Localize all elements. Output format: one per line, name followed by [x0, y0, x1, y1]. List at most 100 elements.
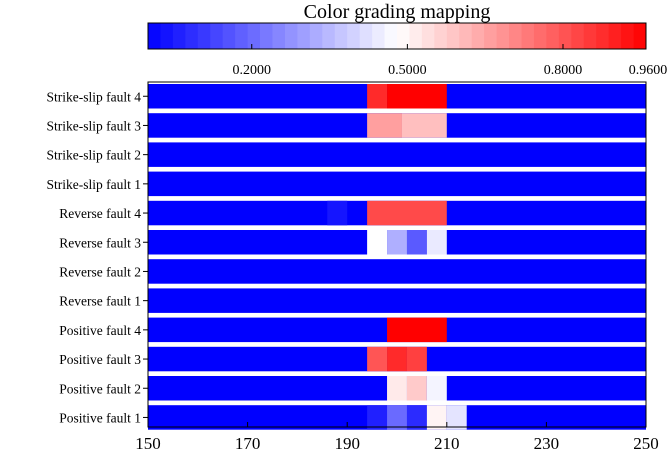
colorbar-cell [309, 23, 323, 49]
row-label: Positive fault 3 [59, 352, 141, 367]
plot-frame [147, 81, 647, 428]
heatmap-cell [446, 405, 467, 430]
row-label: Positive fault 1 [59, 410, 141, 425]
heatmap-cell [387, 376, 407, 401]
row-label: Positive fault 4 [59, 323, 141, 338]
heatmap-row [148, 317, 646, 343]
row-labels: Strike-slip fault 4 Strike-slip fault 3 St… [47, 89, 148, 425]
heatmap-cell [401, 113, 447, 138]
colorbar-cell [172, 23, 186, 49]
heatmap-cell [426, 405, 447, 430]
colorbar-cell [322, 23, 336, 49]
heatmap-row [148, 230, 646, 255]
row-label: Reverse fault 2 [59, 264, 141, 279]
colorbar-cell [272, 23, 286, 49]
x-tick-label: 250 [633, 434, 659, 453]
heatmap-cell [387, 346, 407, 372]
heatmap-row [148, 288, 646, 313]
heatmap-cell [406, 230, 427, 255]
colorbar-cell [210, 23, 224, 49]
heatmap-cell [367, 200, 447, 226]
colorbar-cell [546, 23, 560, 49]
colorbar-cell [484, 23, 497, 49]
heatmap-cell [426, 376, 447, 401]
heatmap-row-base [148, 171, 646, 197]
heatmap-cell [327, 200, 348, 226]
heatmap-cell [387, 405, 407, 430]
colorbar-cell [558, 23, 572, 49]
colorbar-cell [222, 23, 236, 49]
colorbar-cell [409, 23, 423, 49]
x-tick-label: 190 [334, 434, 360, 453]
colorbar-cell [260, 23, 273, 49]
heatmap-cell [367, 113, 402, 138]
heatmap-cell [367, 84, 388, 109]
colorbar-tick-label: 0.5000 [388, 63, 427, 78]
colorbar-tick-label: 0.2000 [233, 63, 272, 78]
colorbar-cell [496, 23, 510, 49]
heatmap-cell [367, 405, 388, 430]
colorbar-cell [596, 23, 610, 49]
x-tick-label: 230 [534, 434, 560, 453]
row-label: Reverse fault 1 [59, 294, 141, 309]
colorbar-cell [421, 23, 435, 49]
colorbar-cell [160, 23, 174, 49]
colorbar-cell [197, 23, 211, 49]
row-label: Reverse fault 4 [59, 206, 141, 221]
heatmap-cell [367, 346, 388, 372]
colorbar-cell [583, 23, 597, 49]
heatmap-row-base [148, 142, 646, 167]
colorbar-cell [533, 23, 547, 49]
heatmap-cell [406, 346, 427, 372]
heatmap-row [148, 376, 646, 401]
colorbar-cell [521, 23, 535, 49]
colorbar-cell [571, 23, 585, 49]
heatmap-cell [406, 376, 427, 401]
colorbar-cell [372, 23, 385, 49]
heatmap-row [148, 113, 646, 138]
heatmap-rows [148, 84, 646, 430]
row-label: Positive fault 2 [59, 381, 141, 396]
colorbar-cell [247, 23, 261, 49]
x-axis: 150 170 190 210 230 250 [135, 422, 659, 453]
heatmap-cell [406, 405, 427, 430]
heatmap-row-base [148, 288, 646, 313]
x-tick-label: 210 [434, 434, 460, 453]
row-label: Strike-slip fault 3 [47, 118, 142, 133]
heatmap-row [148, 405, 646, 430]
row-label: Strike-slip fault 4 [47, 89, 142, 104]
heatmap-cell [387, 84, 447, 109]
colorbar-cells [148, 23, 647, 49]
colorbar-tick-label: 0.8000 [544, 63, 583, 78]
heatmap-cell [426, 230, 447, 255]
heatmap-row [148, 200, 646, 226]
colorbar-cell [347, 23, 361, 49]
row-label: Reverse fault 3 [59, 235, 141, 250]
colorbar-cell [384, 23, 398, 49]
colorbar-cell [297, 23, 311, 49]
colorbar-cell [459, 23, 473, 49]
heatmap-cell [387, 317, 447, 343]
colorbar-tick-label: 0.9600 [629, 63, 668, 78]
x-tick-label: 150 [135, 434, 161, 453]
heatmap-row [148, 84, 646, 109]
heatmap-cell [367, 230, 388, 255]
colorbar-cell [446, 23, 460, 49]
heatmap-row [148, 346, 646, 372]
heatmap-row [148, 171, 646, 197]
colorbar-frame [147, 22, 647, 50]
colorbar-cell [608, 23, 622, 49]
colorbar-cell [235, 23, 248, 49]
row-label: Strike-slip fault 1 [47, 177, 142, 192]
x-tick-label: 170 [235, 434, 261, 453]
colorbar-cell [434, 23, 448, 49]
colorbar-ticks: 0.2000 0.5000 0.8000 0.9600 [233, 44, 668, 78]
colorbar-cell [284, 23, 298, 49]
colorbar-cell [148, 23, 161, 49]
colorbar-cell [397, 23, 410, 49]
colorbar-title: Color grading mapping [304, 1, 491, 23]
colorbar-cell [621, 23, 634, 49]
colorbar-cell [509, 23, 522, 49]
colorbar-cell [633, 23, 647, 49]
